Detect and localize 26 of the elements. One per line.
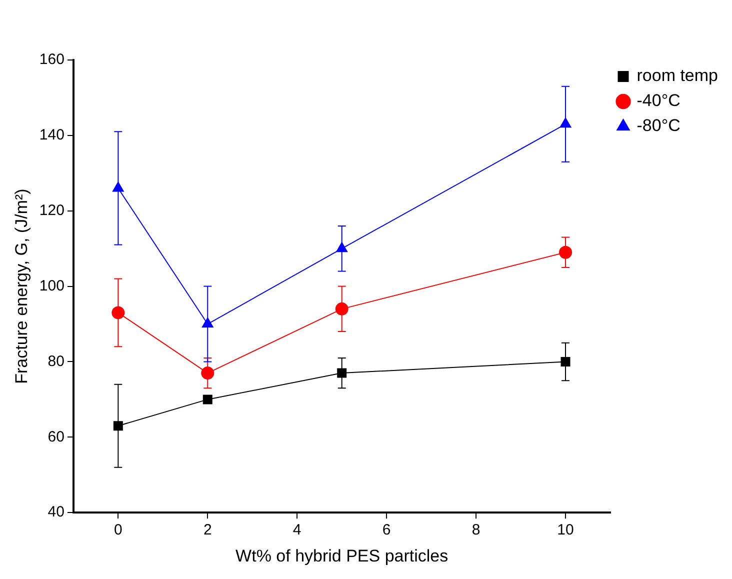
point [201, 366, 214, 380]
y-tick-label: 140 [39, 126, 64, 144]
x-tick-label: 8 [472, 522, 480, 539]
point [560, 356, 570, 366]
point [112, 306, 125, 320]
y-tick-label: 60 [48, 428, 64, 446]
point [559, 246, 572, 259]
point [335, 302, 348, 316]
x-axis-title: Wt% of hybrid PES particles [236, 546, 448, 566]
y-tick-label: 100 [39, 277, 64, 294]
x-tick-label: 6 [382, 522, 391, 539]
y-axis-title: Fracture energy, G, (J/m²) [12, 188, 31, 384]
y-tick-label: 120 [39, 202, 64, 220]
x-tick-label: 2 [203, 522, 212, 539]
point [202, 394, 212, 404]
y-tick-label: 40 [48, 504, 64, 521]
point [337, 368, 347, 378]
y-tick-label: 80 [48, 352, 64, 370]
y-tick-label: 160 [39, 51, 64, 68]
legend-label: -40°C [636, 91, 680, 110]
legend-label: room temp [636, 66, 718, 86]
legend-label: -80°C [636, 116, 680, 136]
x-tick-label: 4 [292, 522, 302, 539]
point [113, 421, 123, 431]
x-tick-label: 0 [114, 522, 122, 539]
x-tick-label: 10 [557, 522, 574, 539]
